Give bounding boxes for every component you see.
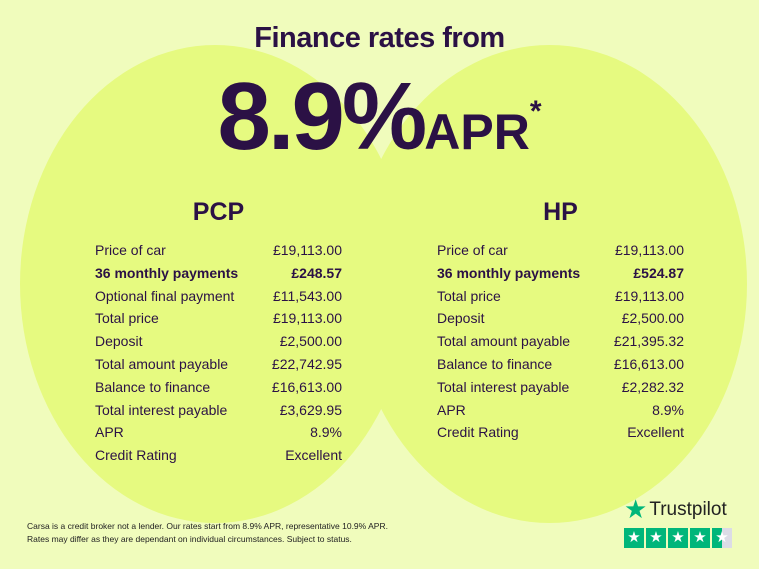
row-label: Credit Rating	[95, 447, 177, 464]
row-value: £16,613.00	[271, 378, 342, 395]
table-row: 36 monthly payments £248.57	[95, 262, 342, 285]
row-value: £2,282.32	[621, 378, 684, 395]
rate-value: 8.9%	[217, 63, 427, 170]
row-label: Deposit	[437, 310, 485, 327]
row-value: £2,500.00	[621, 310, 684, 327]
table-row: APR 8.9%	[95, 421, 342, 444]
background-circle-right	[352, 45, 747, 523]
star-icon: ★	[624, 494, 648, 524]
disclaimer-line-1: Carsa is a credit broker not a lender. O…	[27, 521, 388, 531]
row-label: Credit Rating	[437, 424, 519, 441]
table-row: Credit Rating Excellent	[95, 444, 342, 467]
row-label: Balance to finance	[95, 378, 211, 395]
rate-display: 8.9%APR*	[0, 62, 759, 172]
row-label: APR	[437, 401, 466, 418]
row-value: Excellent	[285, 447, 342, 464]
row-label: Price of car	[95, 242, 166, 258]
row-value: £248.57	[291, 264, 342, 281]
table-row: Total price £19,113.00	[437, 285, 684, 308]
table-row: Deposit £2,500.00	[95, 330, 342, 353]
table-row: Balance to finance £16,613.00	[95, 376, 342, 399]
asterisk: *	[529, 95, 542, 128]
row-value: Excellent	[627, 424, 684, 441]
row-value: £21,395.32	[613, 333, 684, 350]
table-row: Total price £19,113.00	[95, 307, 342, 330]
row-label: Total amount payable	[437, 333, 571, 350]
table-row: Deposit £2,500.00	[437, 307, 684, 330]
table-row: Credit Rating Excellent	[437, 421, 684, 444]
table-row: Total amount payable £21,395.32	[437, 330, 684, 353]
disclaimer-line-2: Rates may differ as they are dependant o…	[27, 533, 352, 544]
row-value: £19,113.00	[272, 310, 342, 327]
row-label: Deposit	[95, 333, 143, 350]
row-value: £19,113.00	[614, 287, 684, 304]
table-row: Balance to finance £16,613.00	[437, 353, 684, 376]
table-row: 36 monthly payments £524.87	[437, 262, 684, 285]
row-label: Total price	[437, 287, 501, 304]
table-row: Total interest payable £2,282.32	[437, 376, 684, 399]
row-label: Total amount payable	[95, 355, 229, 372]
star-icon: ★	[646, 528, 666, 548]
background-circle-left	[20, 45, 410, 523]
row-value: £19,113.00	[614, 242, 684, 258]
table-row: APR 8.9%	[437, 399, 684, 422]
pcp-title: PCP	[192, 198, 245, 226]
disclaimer: Carsa is a credit broker not a lender. O…	[27, 520, 388, 545]
row-value: 8.9%	[652, 401, 684, 418]
trustpilot-name: Trustpilot	[649, 498, 727, 520]
table-row: Total interest payable £3,629.95	[95, 399, 342, 422]
row-value: £524.87	[633, 264, 684, 281]
star-icon: ★	[690, 528, 710, 548]
rating-stars: ★ ★ ★ ★ ★	[624, 528, 732, 548]
trustpilot-badge[interactable]: ★ Trustpilot ★ ★ ★ ★ ★	[624, 494, 732, 548]
row-label: APR	[95, 424, 124, 441]
row-value: £11,543.00	[272, 287, 342, 304]
row-value: £2,500.00	[279, 333, 342, 350]
row-value: £22,742.95	[271, 355, 342, 372]
row-label: 36 monthly payments	[95, 264, 239, 281]
table-row: Total amount payable £22,742.95	[95, 353, 342, 376]
star-icon: ★	[668, 528, 688, 548]
table-row: Optional final payment £11,543.00	[95, 285, 342, 308]
table-row: Price of car £19,113.00	[95, 239, 342, 262]
pcp-table: PCP Price of car £19,113.00 36 monthly pay…	[95, 198, 342, 467]
star-icon: ★	[624, 528, 644, 548]
row-value: £19,113.00	[272, 242, 342, 258]
row-label: Balance to finance	[437, 355, 553, 372]
hp-title: HP	[543, 198, 578, 226]
hp-table: HP Price of car £19,113.00 36 monthly paym…	[437, 198, 684, 444]
headline: Finance rates from	[254, 22, 505, 54]
row-label: Total price	[95, 310, 159, 327]
apr-label: APR	[424, 104, 530, 160]
row-value: 8.9%	[310, 424, 342, 441]
row-label: 36 monthly payments	[437, 264, 581, 281]
row-label: Total interest payable	[437, 378, 570, 395]
row-label: Optional final payment	[95, 287, 235, 304]
row-value: £3,629.95	[279, 401, 342, 418]
row-label: Total interest payable	[95, 401, 228, 418]
star-icon: ★	[712, 528, 732, 548]
row-value: £16,613.00	[613, 355, 684, 372]
table-row: Price of car £19,113.00	[437, 239, 684, 262]
row-label: Price of car	[437, 242, 508, 258]
